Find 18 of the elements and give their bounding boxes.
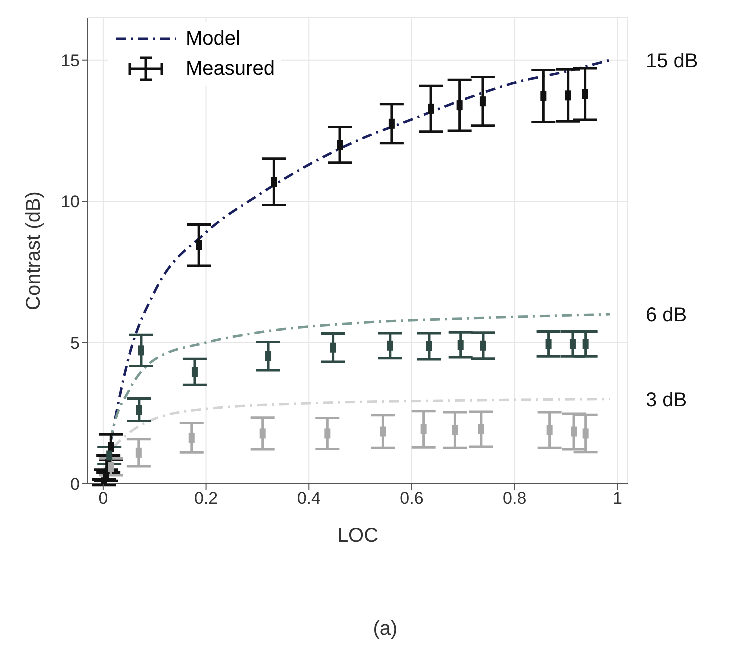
x-tick-label: 0.2 — [194, 489, 218, 508]
legend-label: Measured — [186, 58, 275, 80]
legend-label: Model — [186, 28, 240, 50]
x-tick-label: 0.6 — [400, 489, 424, 508]
y-tick-label: 15 — [61, 51, 80, 70]
text: 15 dB — [646, 50, 698, 72]
text: 3 dB — [646, 389, 688, 412]
x-tick-label: 0.4 — [297, 489, 321, 508]
x-tick-label: 1 — [612, 489, 622, 508]
text: (a) — [372, 618, 399, 641]
y-tick-label: 5 — [70, 334, 80, 353]
x-tick-label: 0 — [98, 489, 108, 508]
y-tick-label: 0 — [70, 475, 80, 494]
x-tick-label: 0.8 — [503, 489, 527, 508]
text: 6 dB — [646, 304, 688, 327]
y-axis-title: Contrast (dB) — [23, 192, 46, 310]
x-axis-title: LOC — [337, 525, 379, 547]
y-tick-label: 10 — [61, 192, 80, 212]
